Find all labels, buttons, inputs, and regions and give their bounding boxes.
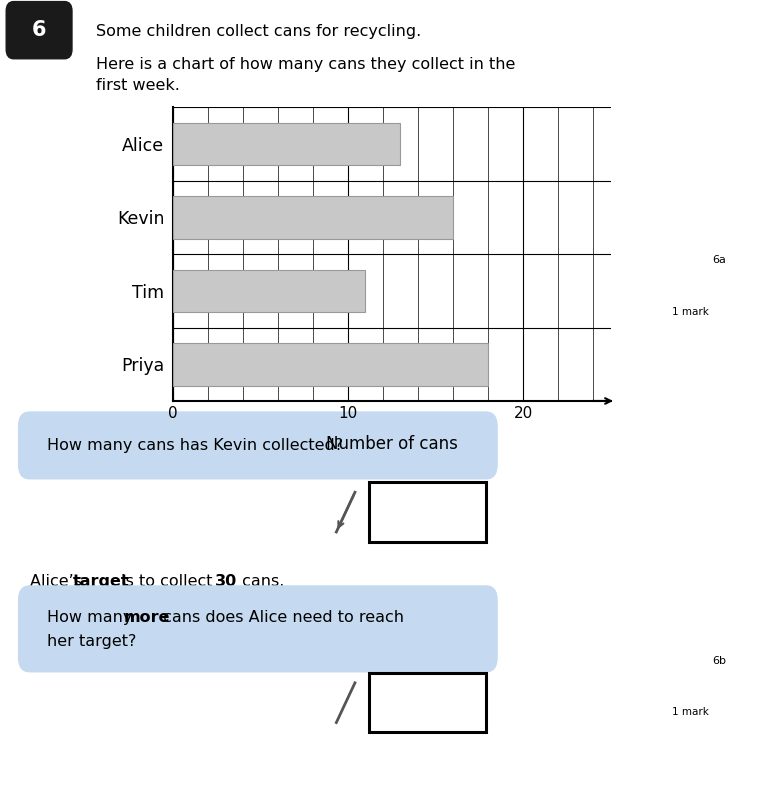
Text: more: more (124, 611, 170, 625)
Text: 6: 6 (31, 20, 46, 40)
FancyBboxPatch shape (6, 2, 72, 59)
FancyBboxPatch shape (18, 586, 497, 672)
Text: 6a: 6a (712, 256, 726, 265)
Bar (173, 343, 488, 386)
Text: How many cans has Kevin collected?: How many cans has Kevin collected? (47, 438, 343, 453)
Text: Some children collect cans for recycling.: Some children collect cans for recycling… (96, 25, 422, 39)
Text: her target?: her target? (47, 634, 136, 649)
Bar (632, 649, 739, 700)
Bar (369, 673, 486, 732)
Text: 30: 30 (215, 574, 237, 588)
Text: target: target (73, 574, 130, 588)
Text: cans.: cans. (237, 574, 284, 588)
Text: How many: How many (47, 611, 137, 625)
Bar (173, 269, 366, 312)
Text: 6b: 6b (712, 656, 726, 665)
Bar (173, 122, 400, 165)
Text: is to collect: is to collect (116, 574, 217, 588)
X-axis label: Number of cans: Number of cans (326, 435, 458, 453)
Text: 1 mark: 1 mark (672, 707, 709, 717)
Bar (173, 196, 453, 239)
FancyBboxPatch shape (18, 412, 497, 479)
Text: cans does Alice need to reach: cans does Alice need to reach (158, 611, 404, 625)
Text: Here is a chart of how many cans they collect in the
first week.: Here is a chart of how many cans they co… (96, 57, 515, 93)
Bar (632, 249, 739, 300)
Text: 1 mark: 1 mark (672, 307, 709, 317)
Text: Alice’s: Alice’s (30, 574, 87, 588)
Bar (369, 482, 486, 542)
